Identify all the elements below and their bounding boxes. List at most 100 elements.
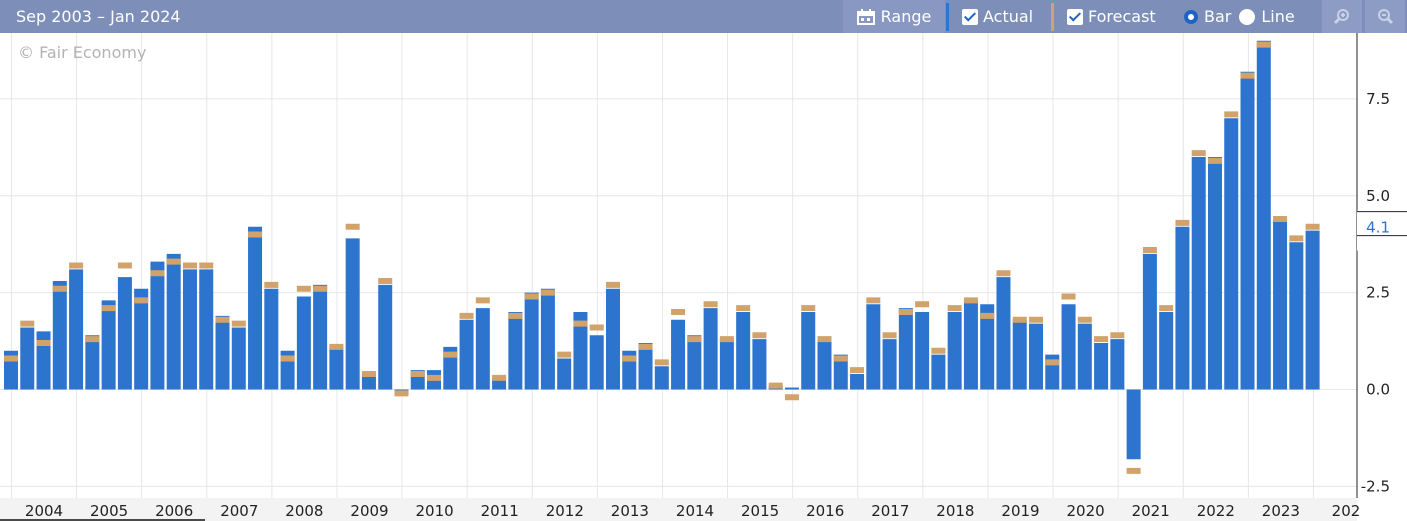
forecast-marker — [1012, 316, 1027, 323]
forecast-marker — [1094, 336, 1109, 343]
actual-bar — [671, 319, 686, 390]
actual-bar — [996, 277, 1011, 390]
x-tick-label: 2012 — [546, 502, 584, 520]
forecast-checkbox[interactable] — [1067, 8, 1083, 25]
forecast-marker — [427, 374, 442, 381]
zoom-out-button[interactable] — [1365, 0, 1405, 33]
actual-bar — [931, 354, 946, 390]
actual-bar — [329, 346, 344, 390]
x-tick-label: 2023 — [1262, 502, 1300, 520]
watermark: © Fair Economy — [18, 43, 146, 62]
line-label[interactable]: Line — [1261, 7, 1295, 26]
forecast-marker — [150, 270, 165, 277]
forecast-marker — [1126, 467, 1141, 474]
actual-bar — [638, 343, 653, 390]
range-button[interactable]: Range — [843, 0, 945, 33]
actual-bar — [215, 315, 230, 390]
forecast-marker — [833, 355, 848, 362]
zoom-out-icon — [1378, 8, 1394, 24]
forecast-marker — [20, 320, 35, 327]
forecast-marker — [345, 223, 360, 230]
bar-label[interactable]: Bar — [1204, 7, 1232, 26]
actual-checkbox[interactable] — [962, 8, 978, 25]
forecast-marker — [459, 312, 474, 319]
x-tick-label: 2017 — [871, 502, 909, 520]
actual-bar — [801, 312, 816, 390]
forecast-marker — [654, 359, 669, 366]
forecast-marker — [1289, 235, 1304, 242]
forecast-toggle[interactable]: Forecast — [1067, 0, 1156, 33]
actual-bar — [736, 312, 751, 390]
forecast-marker — [947, 305, 962, 312]
actual-bar — [719, 339, 734, 390]
actual-bar — [866, 304, 881, 390]
actual-bar — [980, 304, 995, 390]
forecast-marker — [492, 374, 507, 381]
x-tick-label: 2020 — [1067, 502, 1105, 520]
bar-radio[interactable] — [1184, 9, 1198, 24]
x-tick-label: 2019 — [1001, 502, 1039, 520]
actual-bar — [557, 358, 572, 390]
actual-bar — [898, 308, 913, 390]
forecast-marker — [378, 278, 393, 284]
actual-bar — [752, 339, 767, 390]
actual-bar — [1077, 323, 1092, 390]
actual-bar — [199, 269, 214, 390]
forecast-marker — [687, 336, 702, 343]
x-tick-label: 2018 — [936, 502, 974, 520]
current-value-backdrop — [1357, 210, 1407, 251]
x-tick-label: 2022 — [1197, 502, 1235, 520]
actual-toggle[interactable]: Actual — [962, 0, 1033, 33]
x-tick-label: 2006 — [155, 502, 193, 520]
actual-bar — [313, 284, 328, 390]
zoom-in-button[interactable] — [1322, 0, 1362, 33]
forecast-marker — [589, 324, 604, 331]
actual-bar — [69, 269, 84, 390]
forecast-marker — [1240, 72, 1255, 79]
chart-type-toggle: Bar Line — [1184, 0, 1295, 33]
actual-bar — [361, 374, 376, 390]
forecast-marker — [882, 332, 897, 339]
x-tick-label: 2011 — [481, 502, 519, 520]
y-tick-label: 5.0 — [1366, 187, 1390, 205]
forecast-marker — [508, 312, 523, 319]
range-button-label: Range — [880, 7, 932, 26]
bars-layer — [4, 40, 1320, 474]
forecast-marker — [248, 231, 263, 238]
actual-bar — [508, 312, 523, 390]
grid-layer — [0, 33, 1357, 498]
forecast-marker — [1061, 293, 1076, 300]
actual-bar — [475, 308, 490, 390]
actual-bar — [101, 300, 116, 390]
x-tick-label: 2009 — [350, 502, 388, 520]
forecast-marker — [264, 281, 279, 288]
actual-bar — [264, 288, 279, 390]
actual-color-swatch — [946, 3, 949, 31]
bar-chart: 7.5 5.0 2.5 0.0 -2.5 2004 2005 2006 2007 2008 2009… — [0, 33, 1407, 521]
forecast-marker — [1305, 223, 1320, 230]
forecast-marker — [1159, 305, 1174, 312]
line-radio[interactable] — [1239, 8, 1256, 25]
actual-bar — [1142, 253, 1157, 390]
actual-bar — [166, 253, 181, 390]
forecast-marker — [931, 347, 946, 354]
forecast-marker — [4, 355, 18, 362]
actual-bar — [703, 308, 718, 390]
forecast-marker — [1224, 111, 1239, 118]
actual-bar — [296, 296, 311, 390]
x-tick-label: 2004 — [25, 502, 63, 520]
forecast-marker — [605, 281, 620, 288]
date-range-title: Sep 2003 – Jan 2024 — [16, 7, 181, 26]
forecast-marker — [1207, 157, 1222, 164]
forecast-marker — [1045, 359, 1060, 366]
actual-bar — [20, 327, 35, 390]
forecast-marker — [898, 309, 913, 315]
x-tick-label: 2014 — [676, 502, 714, 520]
forecast-marker — [1142, 247, 1157, 253]
chart-toolbar: Sep 2003 – Jan 2024 Range Actual Forecas… — [0, 0, 1407, 33]
x-tick-label: 202 — [1332, 502, 1361, 520]
actual-bar — [833, 354, 848, 390]
actual-bar — [52, 281, 67, 390]
actual-bar — [150, 261, 165, 390]
actual-bar — [1305, 230, 1320, 390]
